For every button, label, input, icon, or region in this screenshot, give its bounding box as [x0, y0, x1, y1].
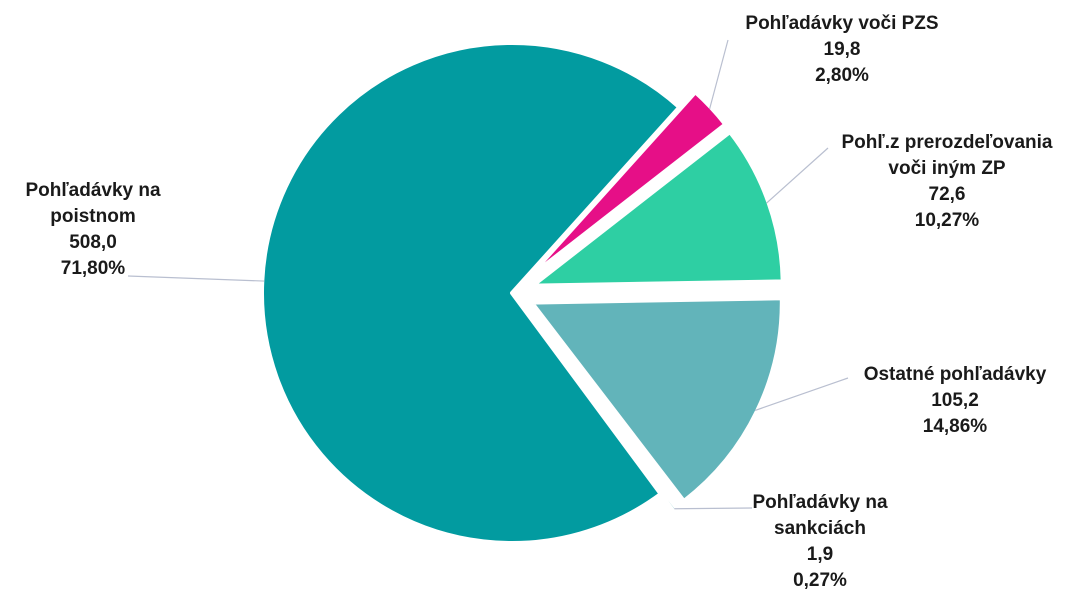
label-line: voči iným ZP — [888, 158, 1006, 179]
slice-label-ostatne: Ostatné pohľadávky 105,2 14,86% — [850, 362, 1060, 440]
percent-label: 14,86% — [922, 416, 988, 437]
label-line: Pohľadávky na — [25, 180, 161, 201]
label-line: Ostatné pohľadávky — [863, 364, 1047, 385]
label-line: poistnom — [50, 206, 136, 227]
percent-label: 0,27% — [793, 570, 847, 591]
percent-label: 71,80% — [60, 258, 126, 279]
leader-line-pzs — [709, 39, 729, 110]
slice-label-sankcie: Pohľadávky na sankciách 1,9 0,27% — [740, 490, 900, 594]
value-label: 105,2 — [931, 390, 979, 411]
slice-poistnom — [260, 41, 682, 545]
value-label: 1,9 — [806, 544, 834, 565]
leader-lines — [127, 39, 849, 510]
slice-prerozdelovanie — [530, 130, 785, 288]
value-label: 508,0 — [69, 232, 117, 253]
label-line: Pohľadávky na — [752, 492, 888, 513]
slice-label-poistnom: Pohľadávky na poistnom 508,0 71,80% — [8, 178, 178, 282]
value-label: 72,6 — [928, 184, 966, 205]
value-label: 19,8 — [823, 39, 861, 60]
pie-slices — [260, 41, 785, 545]
leader-line-ostatne — [754, 377, 849, 411]
label-line: Pohľadávky voči PZS — [745, 13, 939, 34]
slice-ostatne — [529, 296, 784, 504]
percent-label: 10,27% — [914, 210, 980, 231]
label-line: Pohľ.z prerozdeľovania — [841, 132, 1053, 153]
slice-pzs — [526, 90, 728, 281]
percent-label: 2,80% — [815, 65, 869, 86]
leader-line-sankcie — [674, 507, 753, 510]
leader-line-poistnom — [127, 275, 265, 282]
slice-label-pzs: Pohľadávky voči PZS 19,8 2,80% — [732, 11, 952, 89]
leader-line-prerozdelovanie — [766, 147, 829, 204]
label-line: sankciách — [774, 518, 866, 539]
slice-label-prerozdelovanie: Pohľ.z prerozdeľovania voči iným ZP 72,6… — [832, 130, 1062, 234]
